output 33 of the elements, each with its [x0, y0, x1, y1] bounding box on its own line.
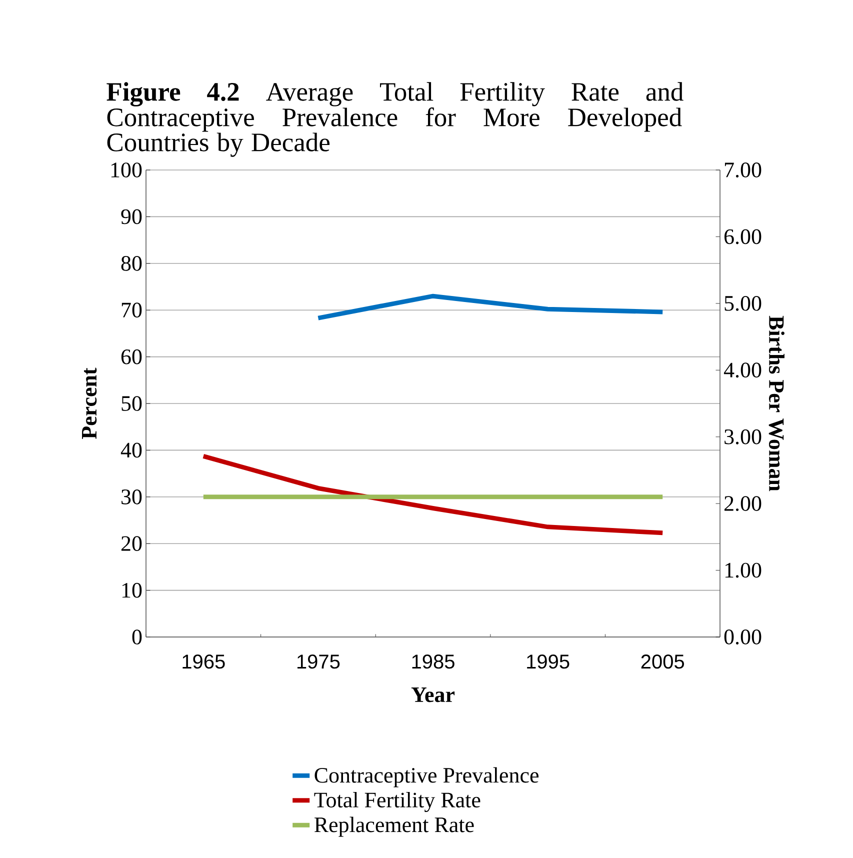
x-tick-label: 1975	[297, 654, 340, 669]
y-tick-label: 10	[122, 582, 142, 598]
x-tick-label: 1965	[182, 654, 225, 669]
y-axis-title: Percent	[82, 368, 97, 439]
y2-tick-label: 0.00	[724, 630, 762, 644]
y2-tick-label: 6.00	[724, 229, 762, 244]
y2-tick-label: 3.00	[724, 429, 762, 444]
x-axis-title: Year	[411, 688, 455, 702]
y-tick-label: 20	[121, 536, 142, 552]
y2-tick-label: 1.00	[725, 562, 762, 578]
y2-tick-label: 4.00	[724, 362, 762, 378]
y2-tick-label: 2.00	[724, 496, 762, 512]
chart-title: Figure 4.2 Average Total Fertility Rate and Contraceptive Prevalence for More Developed Countries by Decade	[106, 82, 684, 157]
y-tick-label: 40	[120, 442, 142, 458]
x-tick-label: 1985	[412, 654, 454, 669]
y2-tick-label: 7.00	[724, 162, 762, 178]
legend-label: Replacement Rate	[314, 816, 474, 837]
legend-label: Contraceptive Prevalence	[314, 767, 539, 788]
y2-axis-title: Births Per Woman	[768, 316, 784, 492]
y-tick-label: 0	[132, 630, 142, 644]
line-series	[316, 294, 665, 320]
y-tick-label: 30	[122, 489, 142, 504]
legend-label: Total Fertility Rate	[314, 792, 480, 812]
line-series	[201, 454, 665, 536]
y-tick-label: 80	[121, 256, 142, 271]
y-tick-label: 90	[121, 209, 142, 224]
x-tick-label: 2005	[641, 654, 684, 669]
y-tick-label: 60	[121, 349, 142, 364]
y-tick-label: 100	[111, 162, 142, 178]
y-tick-label: 50	[122, 396, 142, 411]
x-tick-label: 1995	[527, 654, 570, 669]
y2-tick-label: 5.00	[724, 296, 762, 311]
y-tick-label: 70	[122, 302, 142, 318]
